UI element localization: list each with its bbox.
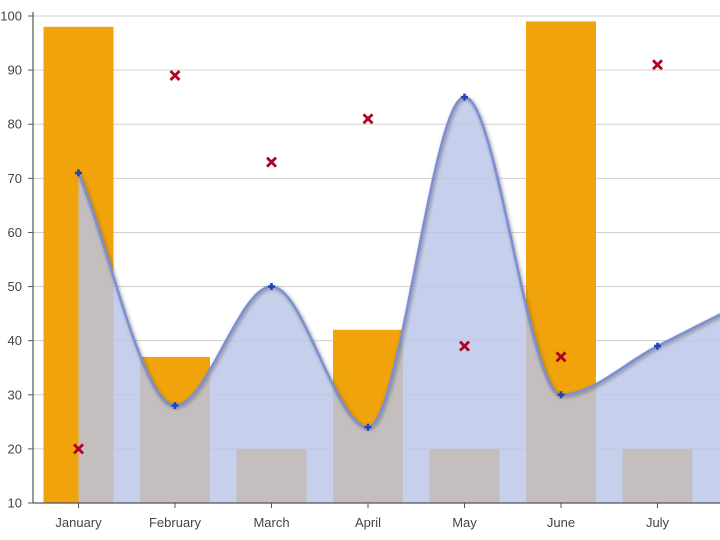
y-tick-label: 10 xyxy=(8,496,22,511)
line-marker xyxy=(364,423,372,431)
scatter-point xyxy=(459,340,470,352)
area-fill xyxy=(78,97,720,503)
axis-lines xyxy=(32,12,720,504)
line-marker xyxy=(268,283,275,291)
y-tick-label: 40 xyxy=(8,333,22,348)
y-axis: 10 20 30 40 50 60 70 80 90 100 xyxy=(0,9,33,511)
area-series xyxy=(77,95,720,503)
y-tick-label: 60 xyxy=(8,225,22,240)
x-tick-label: July xyxy=(646,515,670,530)
line-marker xyxy=(171,402,179,410)
scatter-series xyxy=(73,59,663,455)
scatter-point xyxy=(169,70,181,82)
scatter-point xyxy=(73,443,84,455)
x-tick-label: January xyxy=(55,515,102,530)
line-marker xyxy=(75,169,82,177)
x-tick-label: March xyxy=(253,515,289,530)
x-tick-label: April xyxy=(355,515,381,530)
line-markers xyxy=(75,93,661,431)
x-tick-label: June xyxy=(547,515,575,530)
y-tick-label: 30 xyxy=(8,387,22,402)
scatter-point xyxy=(555,351,567,363)
y-tick-label: 90 xyxy=(8,63,22,78)
line-marker xyxy=(461,93,468,101)
y-tick-label: 50 xyxy=(8,279,22,294)
x-axis: January February March April May June July xyxy=(55,503,670,530)
line-marker xyxy=(654,342,661,350)
line-marker xyxy=(557,391,565,399)
x-tick-label: May xyxy=(452,515,477,530)
y-tick-label: 100 xyxy=(0,9,22,24)
scatter-point xyxy=(652,59,663,71)
x-tick-label: February xyxy=(149,515,202,530)
scatter-point xyxy=(266,156,277,168)
y-tick-label: 80 xyxy=(8,117,22,132)
y-tick-label: 20 xyxy=(8,441,22,456)
scatter-point xyxy=(362,113,374,125)
y-tick-label: 70 xyxy=(8,171,22,186)
